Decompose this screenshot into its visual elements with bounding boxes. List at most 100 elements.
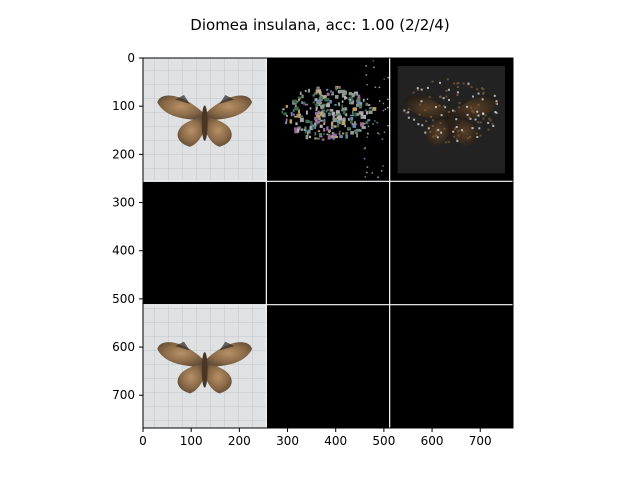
noise-pixel bbox=[338, 131, 341, 133]
noise-pixel bbox=[323, 95, 326, 98]
noise-pixel bbox=[316, 99, 319, 105]
noise-pixel bbox=[366, 171, 368, 174]
noise-pixel bbox=[319, 124, 323, 128]
noise-pixel bbox=[315, 89, 318, 94]
overlay-pixel bbox=[407, 116, 410, 119]
overlay-pixel bbox=[467, 137, 470, 140]
noise-pixel bbox=[311, 126, 315, 129]
noise-pixel bbox=[329, 136, 332, 140]
noise-pixel bbox=[377, 176, 379, 178]
noise-pixel bbox=[365, 65, 367, 67]
noise-pixel bbox=[372, 123, 374, 125]
overlay-pixel bbox=[445, 95, 448, 98]
noise-pixel bbox=[323, 132, 325, 136]
moth-hindwing-right bbox=[204, 363, 232, 394]
overlay-pixel bbox=[469, 117, 472, 120]
noise-pixel bbox=[353, 107, 358, 111]
moth-hindwing-left bbox=[177, 363, 205, 394]
overlay-pixel bbox=[457, 81, 460, 84]
overlay-pixel bbox=[451, 109, 454, 112]
y-tick-label: 0 bbox=[127, 51, 135, 65]
overlay-pixel bbox=[444, 106, 447, 109]
noise-pixel bbox=[367, 133, 369, 135]
overlay-pixel bbox=[470, 86, 473, 89]
overlay-pixel bbox=[420, 88, 423, 91]
overlay-pixel bbox=[436, 136, 439, 139]
noise-pixel bbox=[284, 121, 288, 125]
noise-pixel bbox=[317, 110, 321, 113]
overlay-pixel bbox=[479, 121, 482, 124]
noise-pixel bbox=[323, 112, 326, 117]
overlay-pixel bbox=[489, 119, 492, 122]
overlay-pixel bbox=[440, 131, 443, 134]
overlay-pixel bbox=[418, 113, 421, 116]
overlay-pixel bbox=[440, 114, 443, 117]
noise-pixel bbox=[338, 102, 341, 107]
noise-pixel bbox=[292, 113, 295, 116]
noise-pixel bbox=[341, 104, 343, 109]
noise-pixel bbox=[337, 115, 342, 120]
noise-pixel bbox=[367, 119, 371, 122]
noise-pixel bbox=[300, 115, 303, 118]
overlay-pixel bbox=[427, 127, 430, 130]
noise-pixel bbox=[372, 60, 375, 62]
overlay-pixel bbox=[477, 103, 480, 106]
noise-pixel bbox=[378, 86, 381, 89]
noise-pixel bbox=[349, 98, 354, 102]
overlay-pixel bbox=[456, 140, 459, 143]
noise-pixel bbox=[327, 112, 331, 117]
overlay-pixel bbox=[457, 129, 460, 132]
noise-pixel bbox=[310, 121, 313, 126]
noise-pixel bbox=[317, 117, 321, 121]
overlay-pixel bbox=[439, 121, 442, 124]
overlay-pixel bbox=[477, 121, 480, 124]
overlay-pixel bbox=[429, 115, 432, 118]
overlay-pixel bbox=[469, 106, 472, 109]
noise-pixel bbox=[299, 117, 304, 123]
noise-pixel bbox=[326, 126, 329, 131]
noise-pixel bbox=[304, 103, 309, 106]
overlay-pixel bbox=[455, 125, 458, 128]
overlay-pixel bbox=[407, 108, 410, 111]
overlay-pixel bbox=[476, 136, 479, 139]
moth-wing-mark bbox=[219, 95, 235, 104]
noise-pixel bbox=[357, 94, 361, 99]
overlay-pixel bbox=[426, 86, 429, 89]
noise-pixel bbox=[364, 109, 367, 112]
noise-pixel bbox=[314, 122, 317, 127]
noise-pixel bbox=[356, 133, 358, 138]
overlay-pixel bbox=[481, 98, 484, 101]
overlay-pixel bbox=[466, 113, 469, 116]
noise-pixel bbox=[301, 101, 304, 105]
overlay-pixel bbox=[439, 81, 442, 84]
overlay-pixel bbox=[479, 134, 482, 137]
noise-pixel bbox=[317, 130, 321, 132]
noise-pixel bbox=[335, 119, 339, 122]
noise-pixel bbox=[319, 91, 322, 96]
overlay-pixel bbox=[484, 114, 487, 117]
noise-pixel bbox=[356, 101, 361, 104]
overlay-pixel bbox=[466, 105, 469, 108]
noise-pixel bbox=[296, 128, 300, 133]
noise-pixel bbox=[334, 104, 337, 106]
noise-pixel bbox=[323, 127, 326, 132]
noise-pixel bbox=[341, 100, 344, 103]
noise-pixel bbox=[317, 112, 320, 116]
overlay-pixel bbox=[445, 89, 448, 92]
noise-pixel bbox=[317, 99, 322, 104]
y-tick-label: 600 bbox=[112, 340, 135, 354]
overlay-pixel bbox=[462, 82, 465, 85]
overlay-pixel bbox=[491, 123, 494, 126]
overlay-pixel bbox=[447, 110, 450, 113]
noise-pixel bbox=[302, 101, 306, 105]
noise-pixel bbox=[360, 112, 364, 116]
noise-pixel bbox=[374, 120, 376, 122]
overlay-pixel bbox=[455, 118, 458, 121]
overlay-pixel bbox=[425, 120, 428, 123]
noise-pixel bbox=[294, 106, 299, 111]
noise-pixel bbox=[339, 135, 343, 139]
overlay-pixel bbox=[462, 130, 465, 133]
noise-pixel bbox=[364, 176, 367, 178]
noise-pixel bbox=[330, 121, 334, 126]
noise-pixel bbox=[299, 91, 302, 96]
